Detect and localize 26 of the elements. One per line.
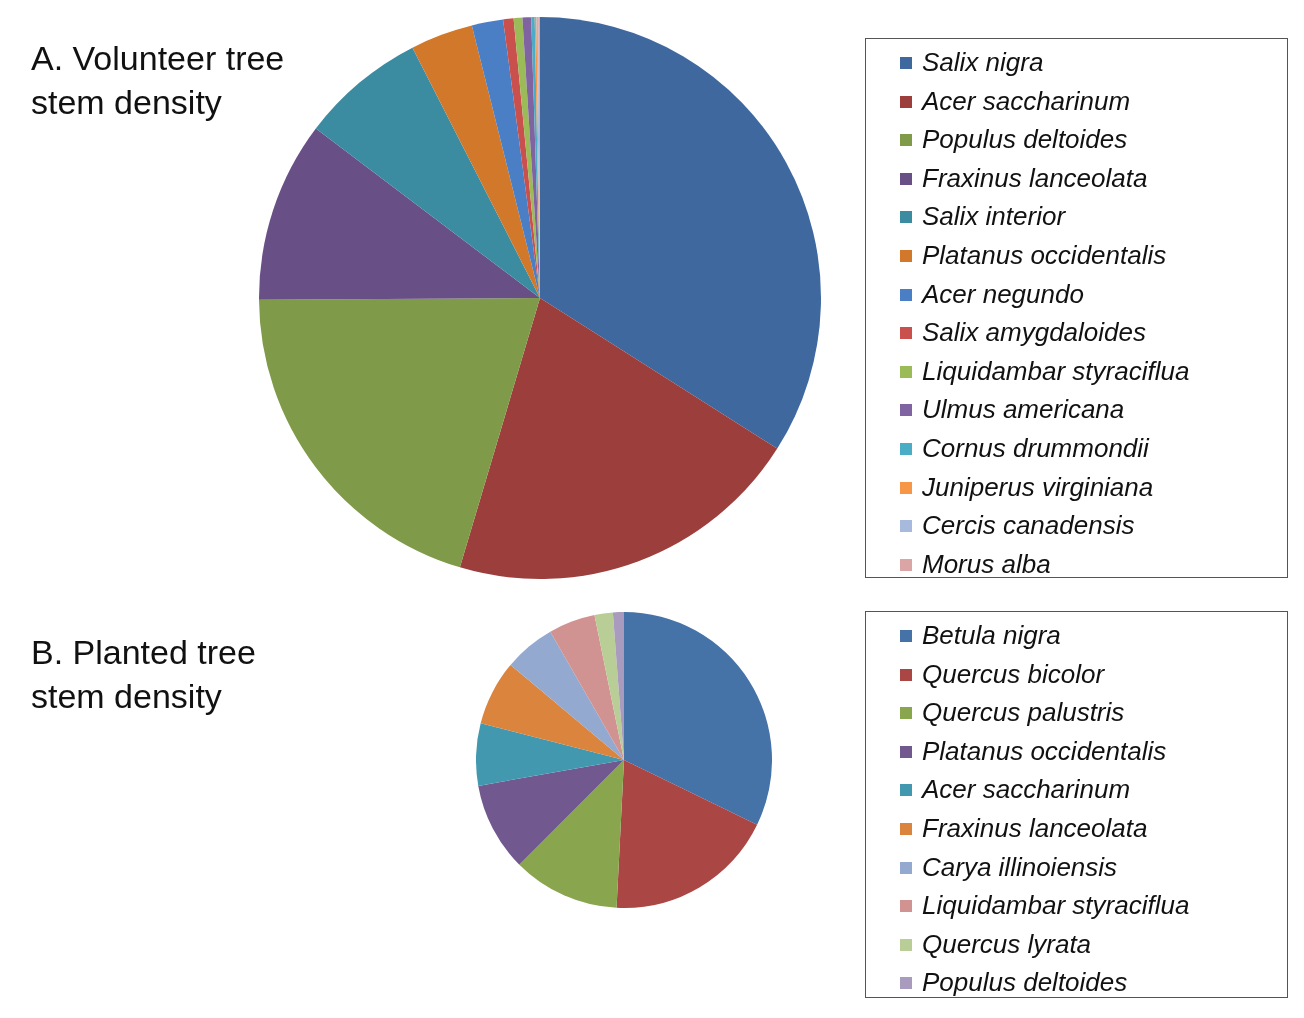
legend-label: Quercus lyrata	[922, 928, 1092, 959]
legend-label: Ulmus americana	[922, 394, 1125, 425]
legend-label: Fraxinus lanceolata	[922, 812, 1148, 843]
legend-label: Liquidambar styraciflua	[922, 355, 1190, 386]
legend-label: Acer negundo	[922, 278, 1084, 309]
legend-label: Carya illinoiensis	[922, 851, 1118, 882]
legend-label: Acer saccharinum	[922, 774, 1131, 805]
legend-label: Quercus bicolor	[922, 658, 1105, 689]
legend-label: Morus alba	[922, 548, 1051, 579]
text: B. Planted tree stem density	[31, 632, 257, 717]
legend-label: Cornus drummondii	[922, 432, 1149, 463]
legend-label: Liquidambar styraciflua	[922, 890, 1190, 921]
legend-label: Platanus occidentalis	[922, 239, 1167, 270]
legend-label: Platanus occidentalis	[922, 735, 1167, 766]
legend-label: Fraxinus lanceolata	[922, 162, 1148, 193]
legend-label: Salix amygdaloides	[922, 317, 1147, 348]
legend-label: Quercus palustris	[922, 697, 1125, 728]
legend-label: Populus deltoides	[922, 124, 1128, 155]
legend-label: Juniperus virginiana	[922, 471, 1154, 502]
legend-label: Acer saccharinum	[922, 85, 1131, 116]
legend-label: Salix nigra	[922, 47, 1044, 77]
text: A. Volunteer tree stem density	[31, 38, 286, 123]
legend-label: Populus deltoides	[922, 967, 1128, 998]
legend-label: Salix interior	[922, 201, 1066, 232]
legend-label: Cercis canadensis	[922, 510, 1135, 541]
legend-label: Betula nigra	[922, 620, 1061, 650]
